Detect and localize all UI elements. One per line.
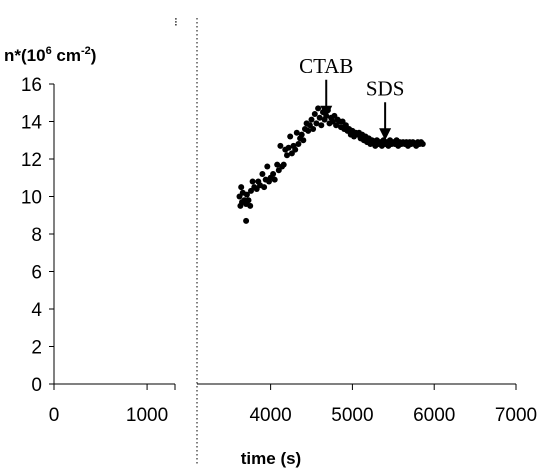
data-point <box>316 114 323 121</box>
data-point <box>293 129 300 136</box>
data-point <box>292 146 299 153</box>
y-axis-label-middle: cm <box>52 46 81 65</box>
data-point <box>238 184 245 191</box>
y-tick-label: 16 <box>21 75 42 96</box>
data-points <box>236 105 426 224</box>
annotations: CTAB SDS <box>299 54 404 141</box>
data-point <box>277 142 284 149</box>
data-point <box>313 120 320 127</box>
y-axis-label: n*(106 cm-2) <box>4 45 96 65</box>
data-point <box>271 176 278 183</box>
data-point <box>318 122 325 129</box>
data-point <box>310 126 317 132</box>
y-axis-label-suffix: ) <box>91 46 97 65</box>
annotation-arrow-head <box>320 105 333 118</box>
y-tick-label: 4 <box>31 300 42 321</box>
annotation-ctab: CTAB <box>299 54 353 118</box>
axes <box>49 83 517 390</box>
x-tick-label: 7000 <box>495 405 537 426</box>
x-tick-label: 4000 <box>249 405 291 426</box>
x-tick-label: 0 <box>49 405 60 426</box>
data-point <box>287 133 294 140</box>
tick-labels: 0 2 4 6 8 10 12 14 16 0 1000 4000 5000 6000 7000 <box>21 75 537 426</box>
data-point <box>315 105 322 112</box>
x-axis-label: time (s) <box>241 449 301 468</box>
data-point <box>274 161 281 168</box>
data-point <box>308 116 315 123</box>
data-point <box>300 137 307 144</box>
annotation-label: CTAB <box>299 54 353 78</box>
x-tick-label: 6000 <box>413 405 455 426</box>
data-point <box>280 161 287 168</box>
data-point <box>295 141 302 147</box>
y-axis-label-exponent-2: -2 <box>81 45 91 57</box>
data-point <box>249 178 256 185</box>
x-tick-label: 1000 <box>126 405 168 426</box>
y-tick-label: 0 <box>31 375 42 396</box>
data-point <box>311 111 318 117</box>
data-point <box>298 131 305 138</box>
data-point <box>270 171 277 177</box>
axis-break-marker: ⁝ <box>174 15 178 29</box>
data-point <box>243 191 250 198</box>
data-point <box>259 171 266 177</box>
y-axis-label-prefix: n*(10 <box>4 46 46 65</box>
data-point <box>245 197 252 204</box>
data-point <box>261 184 268 191</box>
annotation-sds: SDS <box>366 76 405 141</box>
y-tick-label: 8 <box>31 225 42 246</box>
data-point <box>419 141 426 147</box>
data-point <box>285 144 292 151</box>
y-tick-label: 12 <box>21 150 42 171</box>
y-tick-label: 2 <box>31 338 42 359</box>
y-tick-label: 14 <box>21 113 43 134</box>
data-point <box>305 127 312 134</box>
data-point <box>264 163 271 170</box>
y-tick-label: 10 <box>21 188 42 209</box>
data-point <box>247 202 254 209</box>
annotation-arrow-head <box>379 128 392 141</box>
y-axis-label-exponent-1: 6 <box>46 45 52 57</box>
data-point <box>243 217 250 224</box>
annotation-label: SDS <box>366 76 405 100</box>
data-point <box>284 152 290 159</box>
x-tick-label: 5000 <box>331 405 373 426</box>
y-tick-label: 6 <box>31 263 42 284</box>
